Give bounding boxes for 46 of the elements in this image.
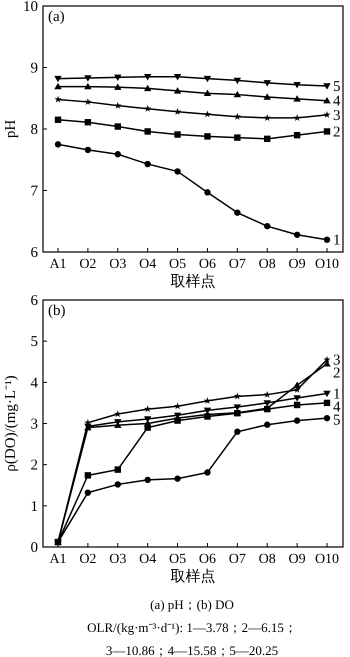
x-tick-label: A1 bbox=[49, 552, 67, 567]
x-axis-title: 取样点 bbox=[170, 273, 216, 290]
series-label: 5 bbox=[333, 78, 340, 95]
y-axis-title: pH bbox=[3, 120, 19, 138]
x-tick-label: A1 bbox=[49, 257, 67, 272]
y-tick-label: 6 bbox=[30, 245, 38, 261]
y-tick-label: 3 bbox=[30, 416, 38, 432]
series-label: 1 bbox=[333, 232, 340, 249]
y-tick-label: 7 bbox=[30, 184, 38, 200]
x-tick-label: O10 bbox=[314, 257, 340, 272]
chart-title: (b) bbox=[48, 303, 66, 319]
x-tick-label: O8 bbox=[258, 552, 276, 567]
y-tick-label: 4 bbox=[30, 375, 38, 392]
y-tick-label: 5 bbox=[30, 334, 38, 350]
y-tick-label: 10 bbox=[23, 0, 38, 15]
x-tick-label: O5 bbox=[168, 552, 186, 567]
y-tick-label: 1 bbox=[30, 498, 38, 515]
x-tick-label: O2 bbox=[79, 552, 96, 567]
text: 3—10.86；4—15.58；5—20.25 bbox=[106, 643, 278, 657]
x-tick-label: O10 bbox=[314, 552, 340, 567]
y-axis-title: ρ(DO)/(mg·L⁻¹) bbox=[3, 375, 19, 472]
series-label: 3 bbox=[333, 108, 340, 124]
x-tick-label: O4 bbox=[139, 257, 156, 272]
series-label: 4 bbox=[333, 94, 341, 110]
x-tick-label: O7 bbox=[228, 257, 246, 272]
x-tick-label: O4 bbox=[139, 552, 156, 567]
x-tick-label: O3 bbox=[109, 552, 126, 567]
series-label: 2 bbox=[333, 124, 340, 140]
x-tick-label: O7 bbox=[228, 552, 246, 567]
x-tick-label: O6 bbox=[198, 552, 216, 567]
x-tick-label: O3 bbox=[109, 257, 126, 272]
x-tick-label: O9 bbox=[288, 552, 306, 567]
y-tick-label: 6 bbox=[30, 293, 38, 309]
text: (a) pH；(b) DO bbox=[150, 597, 234, 612]
x-tick-label: O8 bbox=[258, 257, 276, 272]
x-tick-label: O6 bbox=[198, 257, 216, 272]
x-tick-label: O2 bbox=[79, 257, 96, 272]
y-tick-label: 8 bbox=[30, 122, 38, 138]
text: OLR/(kg·m⁻³·d⁻¹): 1—3.78；2—6.15； bbox=[87, 620, 297, 635]
y-tick-label: 2 bbox=[30, 458, 38, 474]
y-tick-label: 0 bbox=[30, 540, 38, 556]
chart-title: (a) bbox=[48, 9, 65, 25]
x-tick-label: O5 bbox=[168, 257, 186, 272]
x-tick-label: O9 bbox=[288, 257, 306, 272]
y-tick-label: 9 bbox=[30, 60, 38, 76]
x-axis-title: 取样点 bbox=[170, 568, 216, 585]
